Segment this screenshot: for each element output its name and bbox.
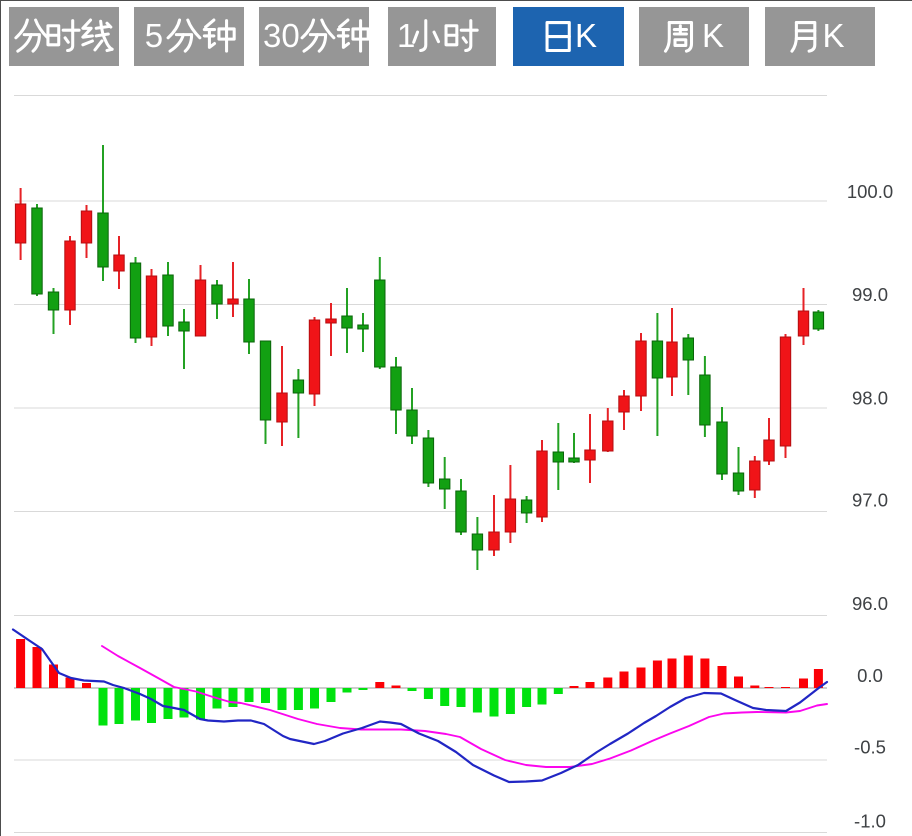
svg-text:K: K — [702, 17, 724, 54]
svg-text:98.0: 98.0 — [852, 388, 888, 409]
svg-text:100.0: 100.0 — [847, 181, 893, 202]
svg-text:-0.5: -0.5 — [854, 737, 886, 758]
svg-text:99.0: 99.0 — [852, 284, 888, 305]
svg-text:-1.0: -1.0 — [854, 811, 886, 832]
svg-text:K: K — [823, 17, 845, 54]
svg-text:5: 5 — [145, 17, 163, 54]
svg-text:0.0: 0.0 — [857, 665, 883, 686]
svg-text:1: 1 — [397, 17, 415, 54]
svg-text:K: K — [575, 17, 597, 54]
svg-text:30: 30 — [263, 17, 300, 54]
svg-text:97.0: 97.0 — [852, 490, 888, 511]
svg-text:96.0: 96.0 — [852, 593, 888, 614]
